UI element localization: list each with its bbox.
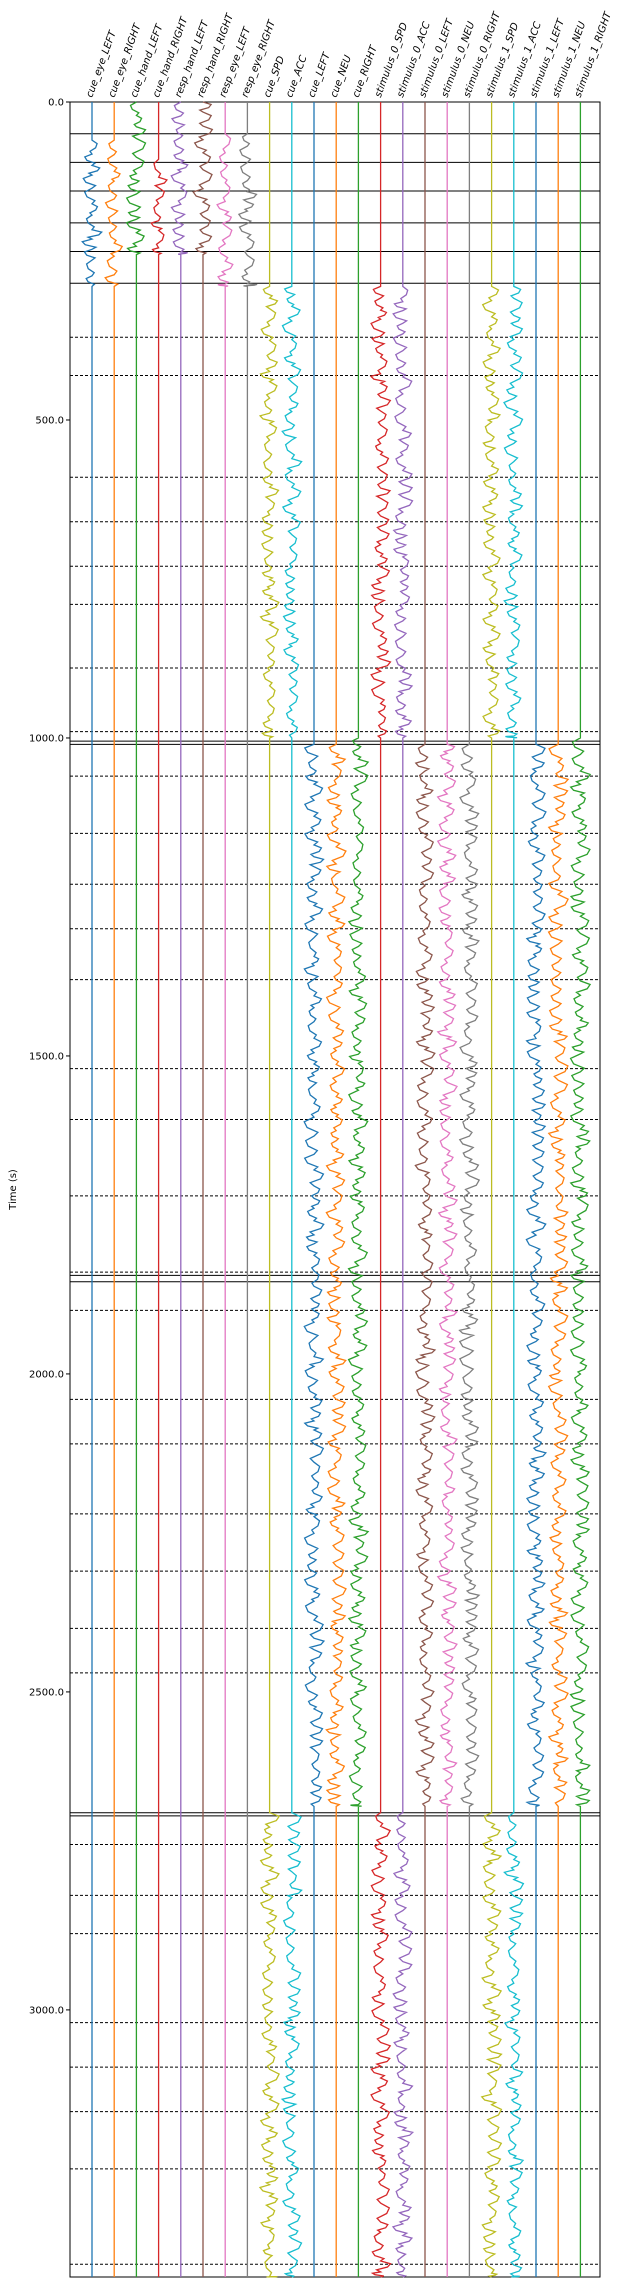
column-label-cue-SPD: cue_SPD: [262, 55, 287, 100]
series-line-resp-hand-RIGHT: [192, 101, 214, 2277]
series-line-stimulus-1-LEFT: [524, 102, 547, 2277]
series-line-stimulus-0-NEU: [436, 102, 459, 2277]
series-line-stimulus-0-SPD: [369, 102, 392, 2278]
series-line-cue-LEFT: [303, 102, 326, 2277]
y-axis: 0.0 500.0 1000.0 1500.0 2000.0 2500.0 3000.0: [29, 98, 70, 2016]
series-line-cue-hand-LEFT: [125, 101, 147, 2277]
series-line-resp-hand-LEFT: [170, 101, 189, 2277]
series-line-stimulus-1-NEU: [547, 102, 570, 2277]
y-tick-label-1: 500.0: [35, 415, 64, 426]
column-label-cue-ACC: cue_ACC: [284, 54, 309, 99]
y-axis-label: Time (s): [8, 1169, 19, 1211]
series-line-cue-SPD: [258, 102, 281, 2278]
y-tick-label-5: 2500.0: [29, 1687, 64, 1698]
column-label-cue-NEU: cue_NEU: [329, 53, 355, 99]
plot-area: [69, 101, 601, 2278]
y-tick-label-4: 2000.0: [29, 1369, 64, 1380]
series-line-stimulus-0-RIGHT: [458, 102, 481, 2277]
series-line-stimulus-1-RIGHT: [569, 102, 592, 2277]
series-line-stimulus-1-ACC: [503, 102, 525, 2278]
series-lines: [81, 101, 592, 2278]
y-tick-label-2: 1000.0: [29, 733, 64, 744]
series-line-cue-hand-RIGHT: [150, 102, 169, 2277]
series-line-stimulus-1-SPD: [480, 102, 503, 2278]
y-tick-label-6: 3000.0: [29, 2005, 64, 2016]
series-line-stimulus-0-LEFT: [414, 102, 437, 2277]
series-line-cue-ACC: [280, 102, 303, 2278]
series-line-cue-eye-RIGHT: [104, 102, 124, 2277]
series-line-stimulus-0-ACC: [391, 102, 415, 2278]
series-line-resp-eye-LEFT: [216, 102, 234, 2277]
series-line-cue-NEU: [325, 102, 347, 2277]
onset-lines: [70, 101, 600, 2265]
series-line-cue-RIGHT: [347, 102, 370, 2277]
series-line-resp-eye-RIGHT: [237, 102, 258, 2277]
column-labels: cue_eye_LEFTcue_eye_RIGHTcue_hand_LEFTcu…: [84, 10, 614, 99]
y-tick-label-3: 1500.0: [29, 1051, 64, 1062]
y-tick-label-0: 0.0: [48, 98, 64, 109]
series-line-cue-eye-LEFT: [81, 102, 103, 2277]
